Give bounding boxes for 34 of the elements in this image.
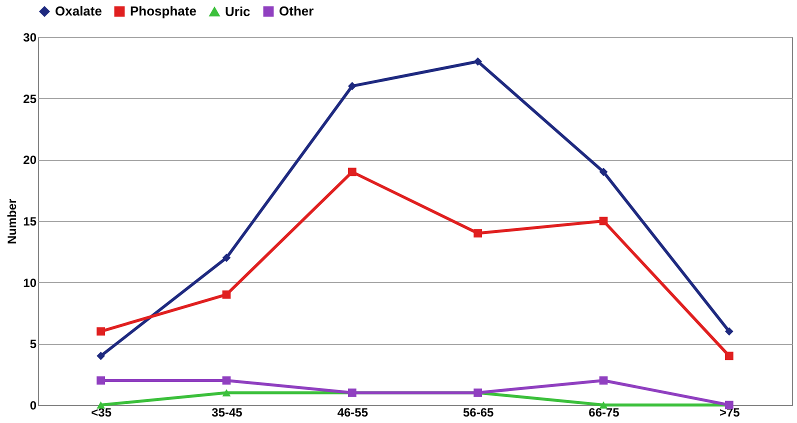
point xyxy=(474,57,482,66)
point xyxy=(222,389,231,396)
point xyxy=(222,254,231,262)
y-tick-label: 10 xyxy=(23,276,37,290)
point xyxy=(599,216,608,226)
legend-label: Oxalate xyxy=(55,4,102,19)
y-tick-label: 25 xyxy=(23,92,37,106)
point xyxy=(96,376,106,385)
point xyxy=(724,327,734,336)
y-axis-title: Number xyxy=(5,198,20,244)
x-tick-label: 35-45 xyxy=(212,406,243,420)
x-tick-label: 46-55 xyxy=(337,406,368,420)
y-tick-label: 20 xyxy=(23,153,37,168)
point xyxy=(348,168,356,176)
point xyxy=(724,352,734,360)
legend-label: Phosphate xyxy=(130,4,196,19)
point xyxy=(474,229,482,238)
y-tick-label: 5 xyxy=(30,337,37,352)
point xyxy=(96,352,106,360)
y-tick-label: 0 xyxy=(30,398,37,412)
x-tick-label: 66-75 xyxy=(588,406,620,420)
x-tick-label: >75 xyxy=(719,406,740,420)
point xyxy=(348,82,356,90)
y-tick-label: 15 xyxy=(23,214,37,228)
legend-label: Uric xyxy=(225,4,250,19)
point xyxy=(599,168,608,176)
y-tick-label: 30 xyxy=(23,30,37,44)
point xyxy=(96,327,106,336)
x-tick-label: <35 xyxy=(91,406,112,420)
point xyxy=(222,290,231,299)
point xyxy=(222,376,231,385)
legend-label: Other xyxy=(279,4,314,19)
x-tick-label: 56-65 xyxy=(462,406,494,420)
point xyxy=(599,376,608,385)
